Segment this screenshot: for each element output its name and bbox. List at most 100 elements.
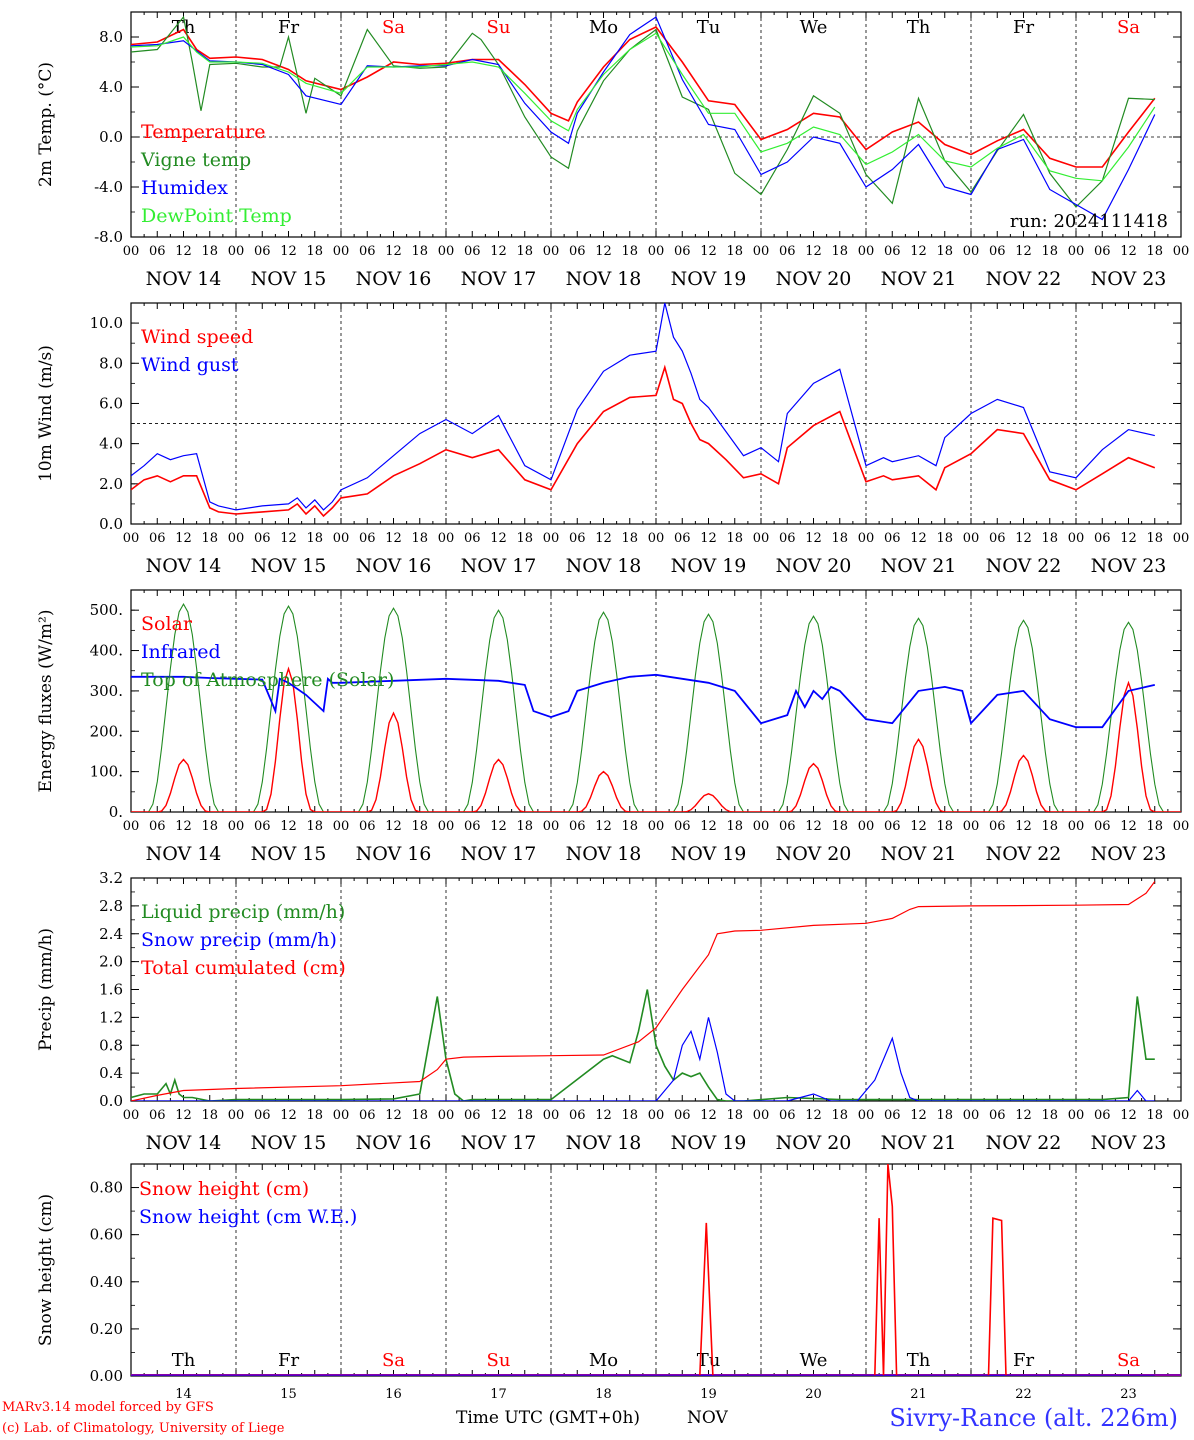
x-hour-label: 18 xyxy=(621,819,638,834)
y-tick-label: 8.0 xyxy=(99,354,123,372)
x-date-label: NOV 21 xyxy=(881,1132,957,1154)
series-line-2 xyxy=(131,303,1155,511)
y-axis-label: Energy fluxes (W/m²) xyxy=(36,610,56,793)
x-hour-label: 12 xyxy=(1015,531,1032,546)
day-name-label: Sa xyxy=(382,17,405,38)
y-tick-label: 10.0 xyxy=(90,314,123,332)
y-tick-label: -8.0 xyxy=(94,228,123,246)
x-hour-label: 06 xyxy=(989,819,1006,834)
x-hour-label: 12 xyxy=(280,531,297,546)
x-hour-label: 18 xyxy=(306,531,323,546)
legend-entry: Wind speed xyxy=(141,326,253,348)
x-date-label: NOV 14 xyxy=(146,843,222,865)
x-date-label: NOV 16 xyxy=(356,843,432,865)
x-hour-label: 18 xyxy=(201,531,218,546)
x-hour-label: 18 xyxy=(1146,531,1163,546)
x-hour-label: 06 xyxy=(464,819,481,834)
x-hour-label: 06 xyxy=(1094,819,1111,834)
y-tick-label: 3.2 xyxy=(99,869,123,887)
legend-entry: DewPoint Temp xyxy=(141,205,292,227)
x-date-label: NOV 20 xyxy=(776,555,852,577)
day-number-label: 20 xyxy=(805,1387,822,1402)
x-hour-label: 00 xyxy=(333,531,350,546)
x-hour-label: 06 xyxy=(674,819,691,834)
x-date-label: NOV 20 xyxy=(776,1132,852,1154)
x-hour-label: 00 xyxy=(543,531,560,546)
x-date-label: NOV 15 xyxy=(251,1132,327,1154)
x-hour-label: 12 xyxy=(385,244,402,259)
x-hour-label: 18 xyxy=(936,531,953,546)
x-hour-label: 00 xyxy=(228,819,245,834)
y-tick-label: 0.0 xyxy=(99,1092,123,1110)
x-hour-label: 12 xyxy=(595,819,612,834)
day-name-label: Sa xyxy=(382,1350,405,1371)
x-date-label: NOV 18 xyxy=(566,843,642,865)
x-hour-label: 06 xyxy=(464,1108,481,1123)
x-hour-label: 12 xyxy=(490,244,507,259)
x-hour-label: 12 xyxy=(700,1108,717,1123)
x-hour-label: 12 xyxy=(1120,1108,1137,1123)
day-name-label: Mo xyxy=(589,1350,618,1371)
x-hour-label: 18 xyxy=(936,819,953,834)
x-hour-label: 18 xyxy=(726,1108,743,1123)
x-hour-label: 06 xyxy=(674,244,691,259)
x-hour-label: 00 xyxy=(753,819,770,834)
x-hour-label: 12 xyxy=(700,244,717,259)
x-date-label: NOV 19 xyxy=(671,555,747,577)
x-hour-label: 00 xyxy=(228,531,245,546)
series-line-1 xyxy=(131,1164,1155,1376)
x-hour-label: 00 xyxy=(858,531,875,546)
y-tick-label: 0.4 xyxy=(99,1064,123,1082)
day-number-label: 23 xyxy=(1120,1387,1137,1402)
x-hour-label: 00 xyxy=(963,819,980,834)
x-date-label: NOV 18 xyxy=(566,555,642,577)
x-date-label: NOV 16 xyxy=(356,268,432,290)
x-hour-label: 06 xyxy=(464,244,481,259)
day-name-label: Fr xyxy=(278,1350,299,1371)
x-date-label: NOV 17 xyxy=(461,268,537,290)
x-date-label: NOV 21 xyxy=(881,268,957,290)
x-hour-label: 18 xyxy=(411,1108,428,1123)
legend-entry: Snow precip (mm/h) xyxy=(141,929,337,951)
x-hour-label: 18 xyxy=(201,1108,218,1123)
x-hour-label: 00 xyxy=(543,244,560,259)
x-hour-label: 12 xyxy=(805,1108,822,1123)
legend-entry: Humidex xyxy=(141,177,228,199)
x-hour-label: 00 xyxy=(438,531,455,546)
x-hour-label: 12 xyxy=(175,819,192,834)
day-name-label: We xyxy=(800,1350,828,1371)
x-hour-label: 00 xyxy=(1068,1108,1085,1123)
x-hour-label: 12 xyxy=(805,819,822,834)
x-hour-label: 12 xyxy=(490,819,507,834)
x-hour-label: 12 xyxy=(1015,244,1032,259)
x-hour-label: 00 xyxy=(228,244,245,259)
day-name-label: Mo xyxy=(589,17,618,38)
x-hour-label: 12 xyxy=(385,1108,402,1123)
x-date-label: NOV 20 xyxy=(776,268,852,290)
x-hour-label: 00 xyxy=(438,244,455,259)
x-hour-label: 06 xyxy=(464,531,481,546)
y-tick-label: 500. xyxy=(90,601,123,619)
x-hour-label: 12 xyxy=(910,531,927,546)
x-hour-label: 12 xyxy=(805,531,822,546)
x-date-label: NOV 23 xyxy=(1091,555,1167,577)
x-hour-label: 06 xyxy=(884,819,901,834)
x-hour-label: 00 xyxy=(963,1108,980,1123)
chart-panel-3: 0. 100. 200. 300. 400. 500. Energy fluxes (W/m… xyxy=(36,589,1189,865)
x-hour-label: 12 xyxy=(700,819,717,834)
x-hour-label: 12 xyxy=(175,1108,192,1123)
x-date-label: NOV 22 xyxy=(986,555,1062,577)
x-hour-label: 18 xyxy=(621,531,638,546)
y-axis-label: Snow height (cm) xyxy=(36,1194,56,1346)
x-hour-label: 12 xyxy=(490,1108,507,1123)
x-date-label: NOV 22 xyxy=(986,1132,1062,1154)
x-hour-label: 00 xyxy=(1068,531,1085,546)
x-hour-label: 06 xyxy=(359,1108,376,1123)
x-hour-label: 18 xyxy=(1146,244,1163,259)
legend-entry: Snow height (cm) xyxy=(139,1178,309,1200)
y-tick-label: 2.8 xyxy=(99,897,123,915)
x-hour-label: 18 xyxy=(936,1108,953,1123)
chart-panel-4: 0.0 0.4 0.8 1.2 1.6 2.0 2.4 2.8 3.2 Precip (mm/h)… xyxy=(36,869,1189,1154)
x-date-label: NOV 19 xyxy=(671,1132,747,1154)
x-hour-label: 12 xyxy=(280,1108,297,1123)
